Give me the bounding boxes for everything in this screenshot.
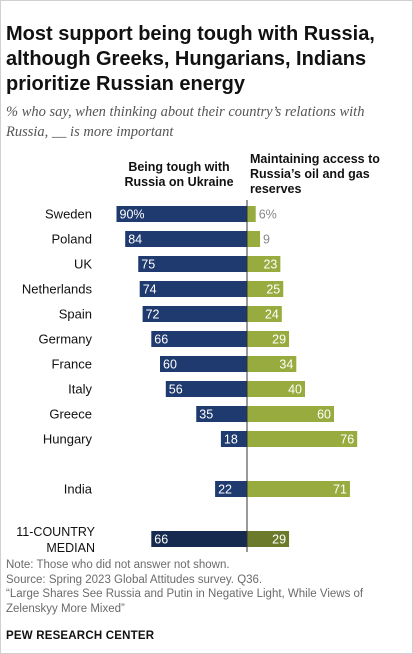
chart-subtitle: % who say, when thinking about their cou…: [6, 104, 365, 140]
left-bar-value-label: 66: [154, 333, 168, 347]
right-bar: [247, 356, 297, 372]
left-bar-value-label: 22: [218, 483, 232, 497]
left-bar: [151, 531, 247, 547]
left-bar: [165, 381, 247, 397]
right-bar: [247, 431, 358, 447]
right-bar-value-label: 40: [288, 383, 302, 397]
right-bar-value-label: 34: [279, 358, 293, 372]
right-bar: [247, 531, 290, 547]
left-bar: [220, 431, 247, 447]
category-label: Poland: [52, 232, 92, 247]
right-bar-value-label: 29: [272, 333, 286, 347]
note-text: Note: Those who did not answer not shown…: [6, 559, 230, 571]
left-bar: [160, 356, 247, 372]
right-bar: [247, 331, 290, 347]
left-bar: [215, 481, 247, 497]
left-bar-value-label: 75: [141, 258, 155, 272]
left-bar: [151, 331, 247, 347]
right-bar-value-label: 25: [266, 283, 280, 297]
category-label: Sweden: [45, 207, 92, 222]
report-title-text: “Large Shares See Russia and Putin in Ne…: [6, 588, 364, 615]
left-bar-value-label: 66: [154, 533, 168, 547]
category-label: Netherlands: [22, 282, 93, 297]
category-label: Spain: [59, 307, 92, 322]
category-label: UK: [74, 257, 92, 272]
right-bar: [247, 381, 305, 397]
left-bar-value-label: 35: [199, 408, 213, 422]
category-label: 11-COUNTRY MEDIAN: [16, 525, 95, 555]
left-bar-value-label: 72: [146, 308, 160, 322]
category-label: Italy: [68, 382, 92, 397]
left-series-header: Being tough with Russia on Ukraine: [124, 160, 234, 189]
right-bar: [247, 406, 334, 422]
left-bar-value-label: 18: [224, 433, 238, 447]
right-bar-value-label: 6%: [259, 208, 277, 222]
right-bar: [247, 231, 261, 247]
right-bar-value-label: 60: [317, 408, 331, 422]
right-bar-value-label: 76: [340, 433, 354, 447]
right-bar: [247, 256, 281, 272]
category-label: France: [52, 357, 92, 372]
left-bar-value-label: 60: [163, 358, 177, 372]
left-bar: [125, 231, 247, 247]
right-bar-value-label: 71: [333, 483, 347, 497]
pew-logo-text: PEW RESEARCH CENTER: [6, 630, 155, 642]
category-label: Greece: [49, 407, 92, 422]
notes-block: Note: Those who did not answer not shown…: [6, 558, 410, 616]
right-bar: [247, 306, 282, 322]
left-bar: [196, 406, 247, 422]
left-bar-value-label: 56: [169, 383, 183, 397]
right-bar: [247, 206, 256, 222]
left-bar: [138, 256, 247, 272]
right-series-header: Maintaining access to Russia’s oil and g…: [250, 152, 380, 196]
left-bar-value-label: 74: [143, 283, 157, 297]
right-bar: [247, 481, 350, 497]
left-bar: [116, 206, 247, 222]
right-bar-value-label: 23: [263, 258, 277, 272]
source-text: Source: Spring 2023 Global Attitudes sur…: [6, 573, 263, 586]
right-bar-value-label: 29: [272, 533, 286, 547]
category-label: Hungary: [43, 432, 93, 447]
right-bar-value-label: 9: [263, 233, 270, 247]
category-label: India: [64, 482, 93, 497]
category-label: Germany: [39, 332, 93, 347]
chart-title: Most support being tough with Russia, al…: [6, 23, 375, 95]
left-bar-value-label: 84: [128, 233, 142, 247]
right-bar: [247, 281, 284, 297]
left-bar-value-label: 90%: [120, 208, 145, 222]
left-bar: [139, 281, 247, 297]
right-bar-value-label: 24: [265, 308, 279, 322]
left-bar: [142, 306, 247, 322]
